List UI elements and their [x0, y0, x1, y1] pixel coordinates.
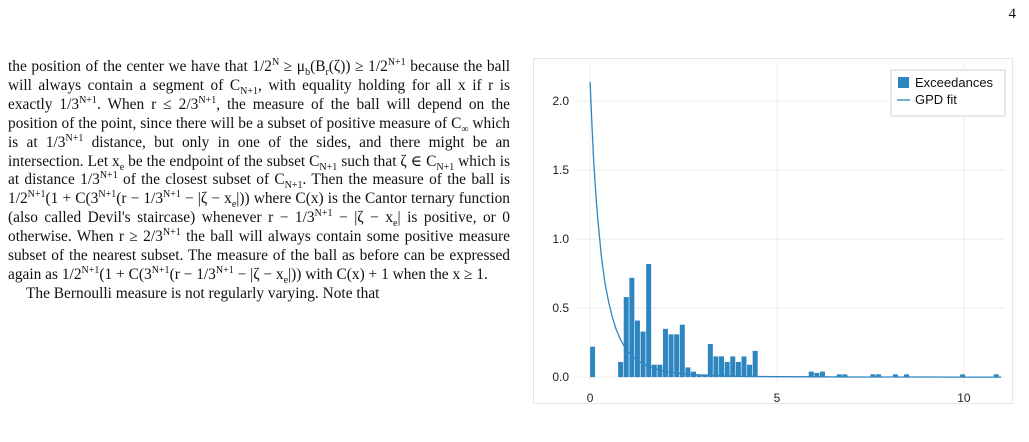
histogram-bar [640, 331, 646, 378]
histogram-bar [752, 350, 758, 378]
paragraph-cantor-ball-measure: the position of the center we have that … [8, 56, 511, 287]
gpd-fit-line [589, 81, 1002, 378]
y-tick-label: 0.5 [552, 301, 569, 315]
histogram-bar [646, 264, 652, 378]
histogram-bar [679, 324, 685, 378]
histogram-bar [814, 372, 820, 378]
x-tick-label: 0 [587, 391, 594, 404]
chart-legend: Exceedances GPD fit [890, 69, 1006, 117]
histogram-bar [696, 374, 702, 378]
histogram-bar [730, 356, 736, 378]
histogram-bar [892, 374, 898, 378]
histogram-bar [735, 361, 741, 378]
body-text-column: the position of the center we have that … [8, 56, 511, 304]
legend-box [890, 69, 1006, 117]
x-axis-ticks: 0 5 10 [587, 391, 971, 404]
x-tick-label: 10 [957, 391, 971, 404]
histogram-bar [662, 328, 668, 378]
histogram-bar [651, 364, 657, 378]
histogram-bar [590, 346, 596, 378]
histogram-bar [657, 364, 663, 378]
histogram-bar [741, 356, 747, 378]
y-tick-label: 2.0 [552, 94, 569, 108]
histogram-bar [629, 277, 635, 378]
histogram-chart: 0.0 0.5 1.0 1.5 2.0 0 5 10 Exceedances GPD fit [533, 58, 1013, 404]
histogram-bar [634, 320, 640, 378]
histogram-bar [719, 356, 725, 378]
histogram-bar [668, 334, 674, 378]
legend-swatch-exceedances [898, 77, 909, 88]
histogram-bar [685, 367, 691, 378]
y-tick-label: 1.0 [552, 232, 569, 246]
histogram-bar [836, 374, 842, 378]
histogram-bar [819, 371, 825, 378]
histogram-bar [623, 297, 629, 378]
histogram-bar [674, 334, 680, 378]
histogram-bar [904, 374, 910, 378]
histogram-bar [870, 374, 876, 378]
exceedances-histogram-figure: 0.0 0.5 1.0 1.5 2.0 0 5 10 Exceedances GPD fit [533, 58, 1013, 404]
y-tick-label: 1.5 [552, 163, 569, 177]
legend-label-exceedances: Exceedances [915, 75, 994, 90]
x-tick-label: 5 [774, 391, 781, 404]
histogram-bar [842, 374, 848, 378]
histogram-bar [713, 356, 719, 378]
page-number: 4 [1008, 6, 1017, 22]
histogram-bar [993, 374, 999, 378]
y-tick-label: 0.0 [552, 370, 569, 384]
histogram-bar [724, 361, 730, 378]
histogram-bar [618, 361, 624, 378]
histogram-bar [876, 374, 882, 378]
histogram-bar [808, 371, 814, 378]
legend-label-gpd-fit: GPD fit [915, 92, 957, 107]
histogram-bar [747, 364, 753, 378]
exceedances-bars [590, 264, 999, 378]
histogram-bar [960, 374, 966, 378]
paragraph-bernoulli: The Bernoulli measure is not regularly v… [26, 284, 380, 302]
y-axis-ticks: 0.0 0.5 1.0 1.5 2.0 [552, 94, 569, 384]
histogram-bar [707, 344, 713, 378]
